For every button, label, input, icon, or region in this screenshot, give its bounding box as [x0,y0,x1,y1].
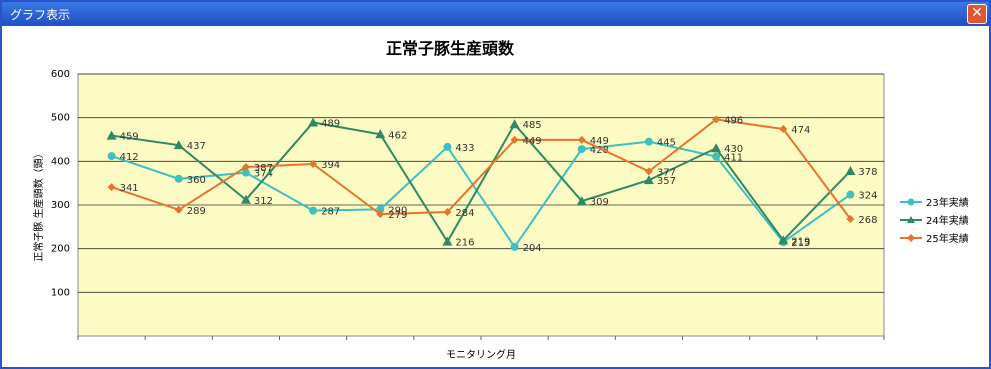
y-axis-title: 正常子豚 生産頭数（頭） [32,148,45,261]
data-point [241,163,250,172]
data-point [240,194,251,204]
data-label: 387 [254,163,273,174]
data-label: 430 [724,144,743,155]
data-point [712,115,721,124]
data-point [443,142,452,151]
data-label: 204 [523,243,542,254]
data-label: 268 [858,215,877,226]
data-point [577,145,586,154]
data-label: 428 [590,145,609,156]
data-point [174,205,183,214]
data-label: 449 [590,136,609,147]
data-label: 312 [254,196,273,207]
data-label: 437 [187,141,206,152]
close-icon[interactable]: ✕ [967,4,987,24]
data-point [443,207,452,216]
data-label: 474 [791,125,810,136]
data-label: 309 [590,197,609,208]
data-point [644,167,653,176]
data-point [309,159,318,168]
data-point [577,135,586,144]
data-label: 219 [791,236,810,247]
data-label: 462 [388,130,407,141]
legend-label: 23年実績 [926,196,969,209]
window-title: グラフ表示 [10,8,71,22]
data-point [376,210,385,219]
data-point [576,196,587,206]
data-point [712,152,721,161]
data-label: 374 [254,169,273,180]
data-point [376,205,385,214]
data-label: 341 [120,183,139,194]
data-point [510,242,519,251]
x-axis-title: モニタリング月 [446,348,516,361]
data-point [644,137,653,146]
title-bar[interactable]: グラフ表示 ✕ [2,2,989,26]
data-label: 289 [187,206,206,217]
data-point [309,206,318,215]
chart-title: 正常子豚生産頭数 [386,39,515,58]
data-point [106,130,117,140]
y-tick-label: 400 [51,156,70,167]
data-point [846,214,855,223]
series-line [111,118,852,220]
data-point [241,168,250,177]
legend-label: 25年実績 [926,232,969,245]
data-label: 290 [388,205,407,216]
data-label: 284 [455,208,474,219]
data-label: 412 [120,152,139,163]
series-line [111,121,852,244]
data-label: 324 [858,191,877,202]
data-label: 433 [455,143,474,154]
data-label: 216 [455,238,474,249]
legend-marker [907,198,915,206]
data-point [643,175,654,185]
data-point [107,152,116,161]
data-point [107,183,116,192]
y-tick-label: 600 [51,69,70,80]
data-label: 449 [523,136,542,147]
data-point [846,190,855,199]
data-label: 357 [657,176,676,187]
data-label: 287 [321,207,340,218]
data-point [442,236,453,246]
data-label: 215 [791,238,810,249]
line-chart: 正常子豚生産頭数 100 200 300 400 500 600 モニタリング月 正常子豚 生産… [32,39,969,361]
data-point [174,174,183,183]
data-label: 445 [657,138,676,149]
data-label: 360 [187,175,206,186]
y-tick-label: 300 [51,200,70,211]
data-label: 279 [388,210,407,221]
data-point [711,143,722,153]
data-label: 496 [724,115,743,126]
data-point [375,129,386,139]
data-label: 459 [120,132,139,143]
data-label: 489 [321,118,340,129]
y-tick-label: 100 [51,287,70,298]
data-point [173,140,184,150]
data-point [510,135,519,144]
data-label: 377 [657,167,676,178]
legend-marker [907,234,915,242]
chart-area: 正常子豚生産頭数 100 200 300 400 500 600 モニタリング月 正常子豚 生産… [10,30,982,364]
data-point [845,165,856,175]
data-label: 485 [523,120,542,131]
data-point [308,117,319,127]
data-label: 411 [724,153,743,164]
data-point [509,119,520,129]
legend-marker [907,216,915,223]
legend-label: 24年実績 [926,214,969,227]
data-label: 378 [858,167,877,178]
y-tick-label: 500 [51,113,70,124]
y-tick-label: 200 [51,244,70,255]
data-point [779,125,788,134]
data-point [778,235,789,245]
data-label: 394 [321,160,340,171]
